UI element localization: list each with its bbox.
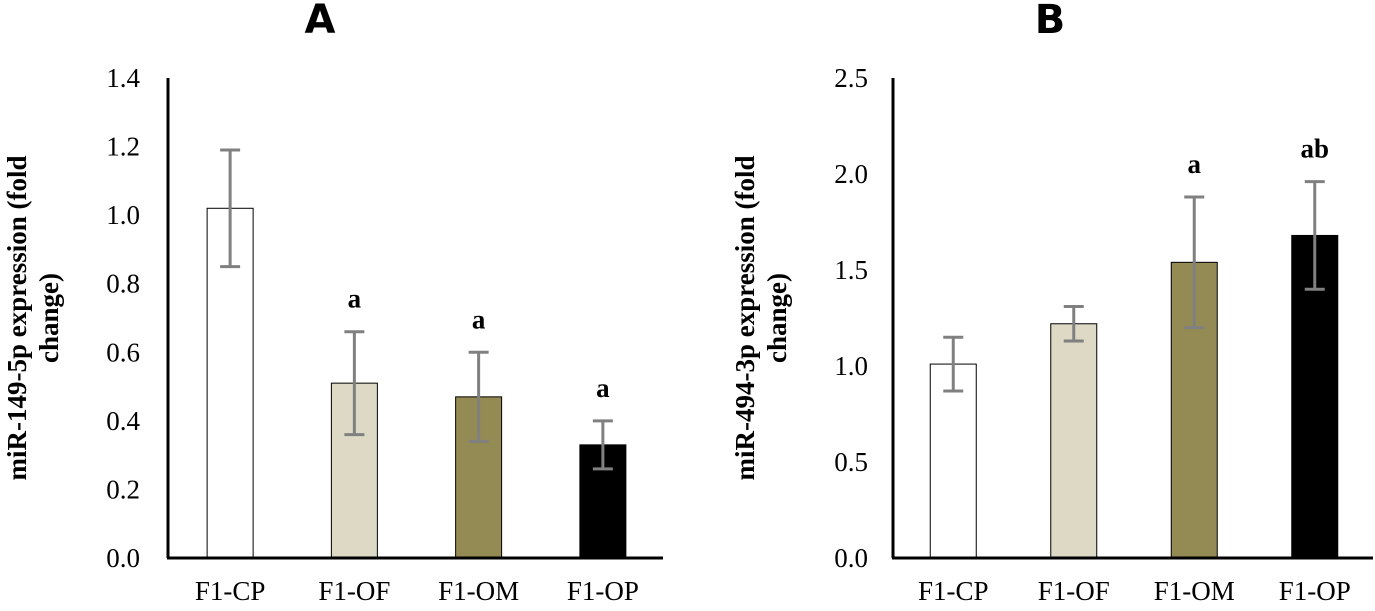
panel-a-error-bar-f1-of: [344, 330, 365, 437]
panel-a-error-bar-f1-cp: [220, 148, 241, 269]
panel-a-category-label: F1-OP: [567, 576, 639, 606]
panel-a-error-bar-f1-op: [592, 419, 613, 471]
panel-b-error-bar-f1-op: [1304, 180, 1325, 291]
panel-a-y-tick-label: 0.6: [106, 337, 140, 367]
panel-b-bar-f1-cp: [929, 363, 977, 559]
panel-b-y-tick-label: 0.5: [834, 447, 868, 477]
panel-a-significance-f1-of: a: [348, 284, 362, 314]
panel-a-category-label: F1-CP: [195, 576, 266, 606]
panel-b-error-bar-f1-cp: [943, 335, 964, 393]
panel-a-y-tick-label: 0.0: [106, 543, 140, 573]
panel-a-y-tick-label: 1.0: [106, 200, 140, 230]
panel-a-y-tick-label: 1.4: [106, 63, 140, 93]
panel-b-category-label: F1-OF: [1038, 576, 1110, 606]
panel-a-letter: A: [305, 0, 336, 43]
panel-b-y-tick-label: 2.5: [834, 63, 868, 93]
panel-a-y-tick-label: 1.2: [106, 132, 140, 162]
panel-b-error-bar-f1-om: [1184, 195, 1205, 330]
panel-a-significance-f1-om: a: [472, 304, 486, 334]
panel-b-significance-f1-om: a: [1188, 149, 1202, 179]
panel-b-category-label: F1-CP: [918, 576, 989, 606]
panel-b-y-title-line1: miR-494-3p expression (fold: [730, 155, 760, 480]
panel-b-letter: B: [1035, 0, 1066, 43]
panel-a-category-label: F1-OF: [318, 576, 390, 606]
panel-a-y-tick-label: 0.8: [106, 269, 140, 299]
panel-b-y-title-line2: change): [762, 273, 792, 363]
panel-a-y-title-line2: change): [34, 273, 64, 363]
panel-b-y-tick-label: 1.5: [834, 255, 868, 285]
panel-a-category-label: F1-OM: [438, 576, 519, 606]
panel-a-y-tick-label: 0.4: [106, 406, 140, 436]
panel-b-category-label: F1-OP: [1279, 576, 1351, 606]
panel-b-y-tick-label: 1.0: [834, 351, 868, 381]
panel-a-y-tick-label: 0.2: [106, 474, 140, 504]
panel-a-significance-f1-op: a: [596, 373, 610, 403]
panel-b-category-label: F1-OM: [1154, 576, 1235, 606]
panel-b-plot: 0.0 0.5 1.0 1.5 2.0 2.5 F1-CP F1-OF a F1-OM ab F1-O…: [834, 63, 1373, 606]
panel-b-significance-f1-op: ab: [1300, 134, 1329, 164]
panel-b-error-bar-f1-of: [1063, 304, 1084, 343]
panel-b-y-tick-label: 0.0: [834, 543, 868, 573]
panel-a-error-bar-f1-om: [468, 350, 489, 443]
panel-a-plot: 0.0 0.2 0.4 0.6 0.8 1.0 1.2 1.4 F1-CP a F1-OF a F1-O…: [106, 63, 663, 606]
panel-b-bar-f1-of: [1050, 323, 1098, 559]
panel-a-y-title-line1: miR-149-5p expression (fold: [2, 155, 32, 480]
panel-b-y-tick-label: 2.0: [834, 159, 868, 189]
